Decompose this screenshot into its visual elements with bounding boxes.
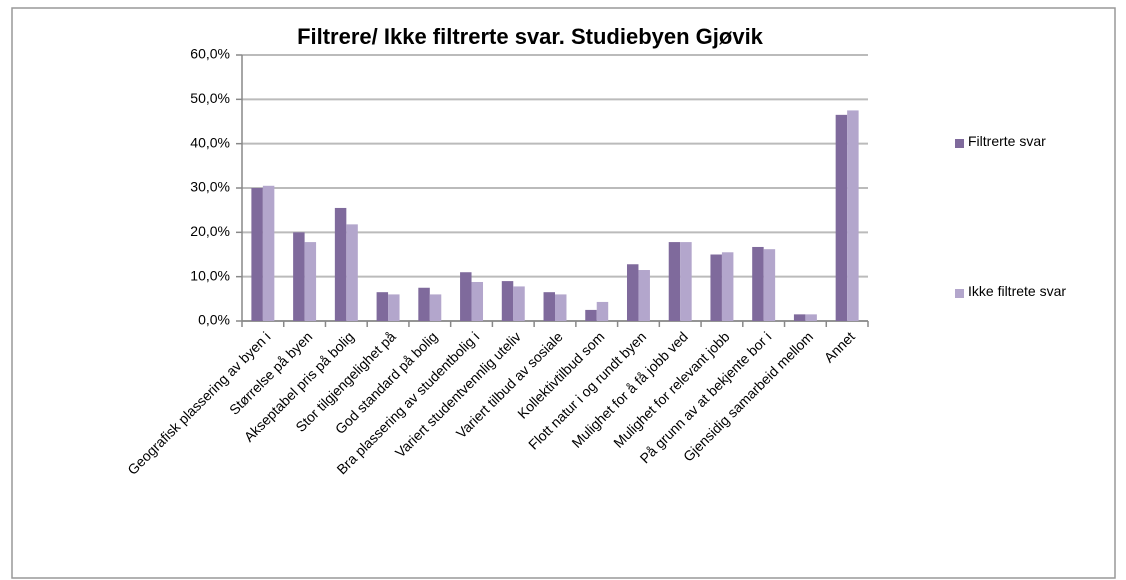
bar (388, 294, 400, 321)
chart-frame (11, 7, 1116, 579)
bar (638, 270, 650, 321)
bar (262, 185, 275, 321)
bar (513, 286, 525, 321)
chart-title: Filtrere/ Ikke filtrerte svar. Studiebye… (297, 24, 764, 49)
legend-item: Filtrerte svar (955, 133, 1078, 152)
bar (304, 242, 317, 321)
y-tick-label: 30,0% (190, 179, 230, 195)
bar (543, 292, 555, 321)
bar (429, 294, 442, 321)
legend-label: Filtrerte svar (968, 133, 1046, 149)
y-tick-label: 60,0% (190, 46, 230, 62)
y-tick-label: 0,0% (198, 312, 230, 328)
y-tick-label: 40,0% (190, 134, 230, 150)
bar (626, 264, 639, 321)
bar (680, 242, 692, 321)
bar (585, 309, 597, 321)
bar (668, 242, 681, 321)
bar (346, 224, 358, 321)
bar (251, 188, 263, 321)
bar (334, 207, 347, 321)
legend-swatch (955, 139, 964, 148)
legend-label: Ikke filtrete svar (968, 283, 1067, 299)
bar (501, 281, 514, 321)
bar (721, 252, 734, 321)
legend-item: Ikke filtrete svar (955, 283, 1078, 302)
y-tick-label: 10,0% (190, 267, 230, 283)
bar (710, 254, 722, 321)
y-tick-label: 20,0% (190, 223, 230, 239)
bar (293, 232, 305, 321)
legend-swatch (955, 289, 964, 298)
bar (847, 110, 859, 322)
bar (418, 287, 430, 321)
y-tick-label: 50,0% (190, 90, 230, 106)
bar (596, 301, 609, 321)
bar (793, 314, 806, 321)
bar (835, 114, 848, 321)
bar (376, 292, 389, 321)
bar (471, 281, 484, 321)
bar (555, 294, 567, 321)
bar (763, 249, 776, 321)
bar (460, 272, 472, 321)
bar (805, 314, 817, 321)
bar (752, 246, 764, 321)
